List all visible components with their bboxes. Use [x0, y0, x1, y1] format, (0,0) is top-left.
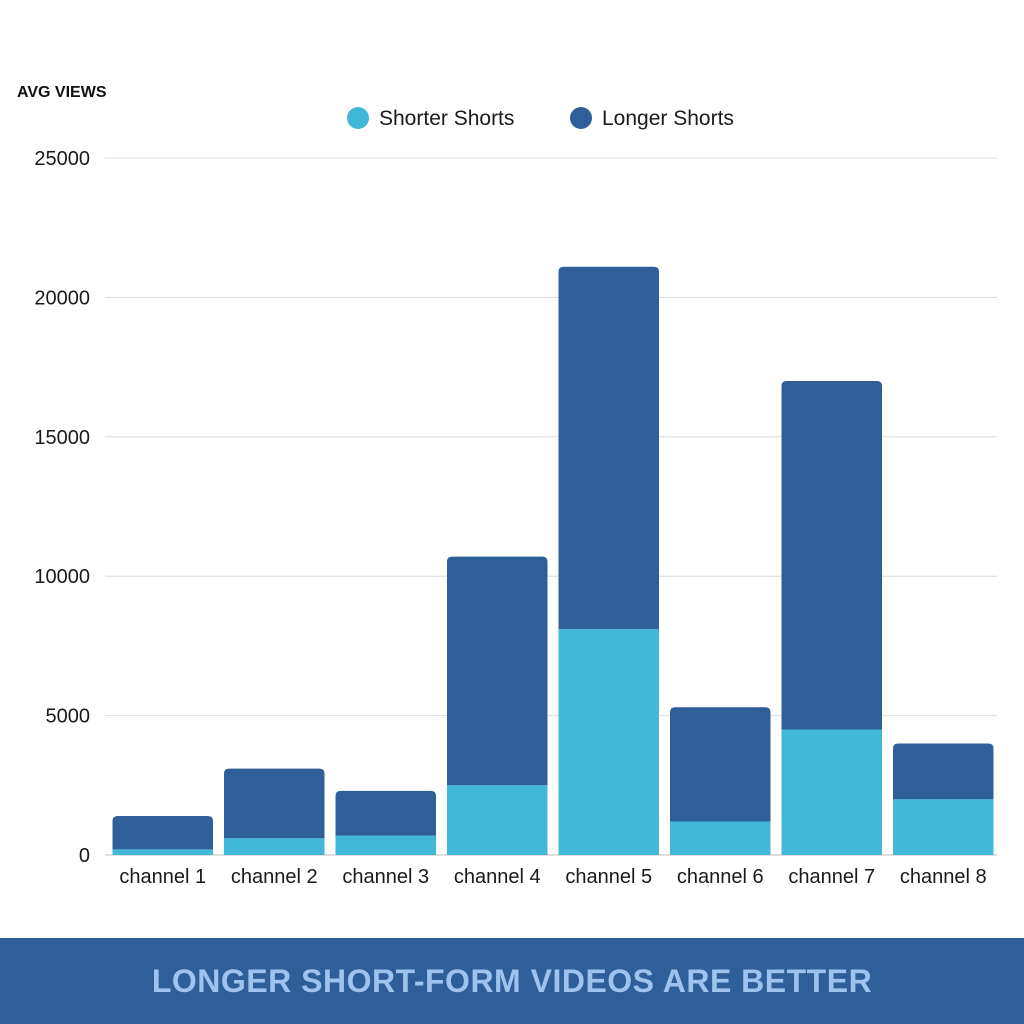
bar-longer-2 [224, 768, 325, 839]
bar-shorter-8 [893, 799, 994, 855]
bar-longer-4 [447, 556, 548, 786]
bars [112, 266, 994, 855]
x-tick-label: channel 4 [454, 866, 541, 888]
x-tick-label: channel 2 [231, 866, 318, 888]
bar-shorter-1 [112, 849, 213, 855]
y-axis-ticks: 0 5000 10000 15000 20000 25000 [34, 148, 90, 867]
y-tick-label: 15000 [34, 427, 90, 449]
stacked-bar-chart: AVG VIEWS Shorter Shorts Longer Shorts 0 5… [17, 84, 997, 888]
y-tick-label: 10000 [34, 566, 90, 588]
bar-shorter-7 [781, 729, 882, 855]
legend-label: Shorter Shorts [379, 107, 514, 130]
y-tick-label: 20000 [34, 287, 90, 309]
x-axis-labels: channel 1 channel 2 channel 3 channel 4 chan… [119, 866, 986, 888]
y-tick-label: 0 [79, 845, 90, 867]
bar-longer-5 [558, 266, 659, 630]
x-tick-label: channel 1 [119, 866, 206, 888]
bar-shorter-3 [335, 835, 436, 855]
bar-shorter-2 [224, 838, 325, 855]
y-axis-title: AVG VIEWS [17, 84, 107, 101]
bar-shorter-6 [670, 821, 771, 855]
bar-shorter-4 [447, 785, 548, 855]
bar-longer-1 [112, 815, 213, 850]
y-tick-label: 25000 [34, 148, 90, 170]
x-tick-label: channel 7 [788, 866, 875, 888]
bar-shorter-5 [558, 629, 659, 855]
x-tick-label: channel 3 [342, 866, 429, 888]
bar-longer-8 [893, 743, 994, 800]
bar-longer-3 [335, 790, 436, 836]
legend-swatch [347, 107, 369, 129]
legend: Shorter Shorts Longer Shorts [347, 107, 734, 130]
y-tick-label: 5000 [46, 706, 91, 728]
bar-longer-7 [781, 381, 882, 730]
x-tick-label: channel 5 [565, 866, 652, 888]
legend-label: Longer Shorts [602, 107, 734, 130]
x-tick-label: channel 6 [677, 866, 764, 888]
legend-swatch [570, 107, 592, 129]
headline-banner: LONGER SHORT-FORM VIDEOS ARE BETTER [0, 938, 1024, 1024]
bar-longer-6 [670, 707, 771, 822]
headline-text: LONGER SHORT-FORM VIDEOS ARE BETTER [151, 962, 873, 999]
x-tick-label: channel 8 [900, 866, 987, 888]
